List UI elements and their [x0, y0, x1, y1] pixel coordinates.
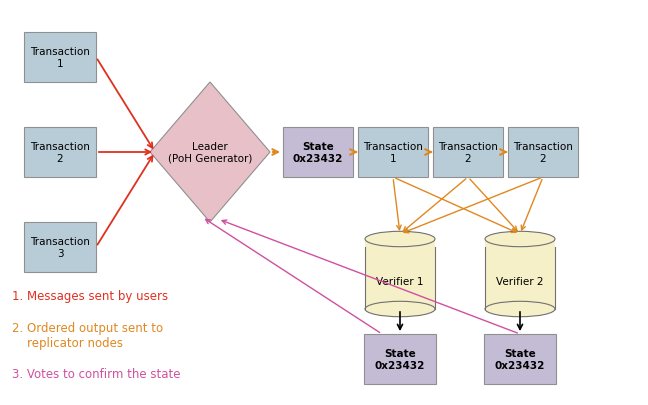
- FancyBboxPatch shape: [364, 334, 436, 384]
- Text: 3. Votes to confirm the state: 3. Votes to confirm the state: [12, 367, 181, 380]
- Ellipse shape: [485, 302, 555, 317]
- Text: Transaction
1: Transaction 1: [363, 142, 423, 163]
- FancyBboxPatch shape: [508, 128, 578, 177]
- Ellipse shape: [365, 302, 435, 317]
- FancyBboxPatch shape: [24, 222, 96, 272]
- Text: State
0x23432: State 0x23432: [375, 348, 425, 370]
- FancyBboxPatch shape: [283, 128, 353, 177]
- Text: Transaction
2: Transaction 2: [438, 142, 498, 163]
- Text: Transaction
3: Transaction 3: [30, 237, 90, 258]
- FancyBboxPatch shape: [24, 33, 96, 83]
- Text: Transaction
2: Transaction 2: [30, 142, 90, 163]
- FancyBboxPatch shape: [484, 334, 556, 384]
- FancyBboxPatch shape: [24, 128, 96, 177]
- Text: Verifier 2: Verifier 2: [496, 276, 544, 286]
- Polygon shape: [150, 83, 270, 222]
- FancyBboxPatch shape: [358, 128, 428, 177]
- Text: Transaction
1: Transaction 1: [30, 47, 90, 68]
- Text: State
0x23432: State 0x23432: [495, 348, 545, 370]
- Text: 2. Ordered output sent to
    replicator nodes: 2. Ordered output sent to replicator nod…: [12, 321, 163, 349]
- Text: Transaction
2: Transaction 2: [513, 142, 573, 163]
- Text: Leader
(PoH Generator): Leader (PoH Generator): [168, 142, 252, 163]
- Text: 1. Messages sent by users: 1. Messages sent by users: [12, 289, 168, 302]
- Text: Verifier 1: Verifier 1: [376, 276, 424, 286]
- FancyBboxPatch shape: [365, 239, 435, 309]
- FancyBboxPatch shape: [433, 128, 503, 177]
- Ellipse shape: [365, 232, 435, 247]
- Text: State
0x23432: State 0x23432: [293, 142, 343, 163]
- FancyBboxPatch shape: [485, 239, 555, 309]
- Ellipse shape: [485, 232, 555, 247]
